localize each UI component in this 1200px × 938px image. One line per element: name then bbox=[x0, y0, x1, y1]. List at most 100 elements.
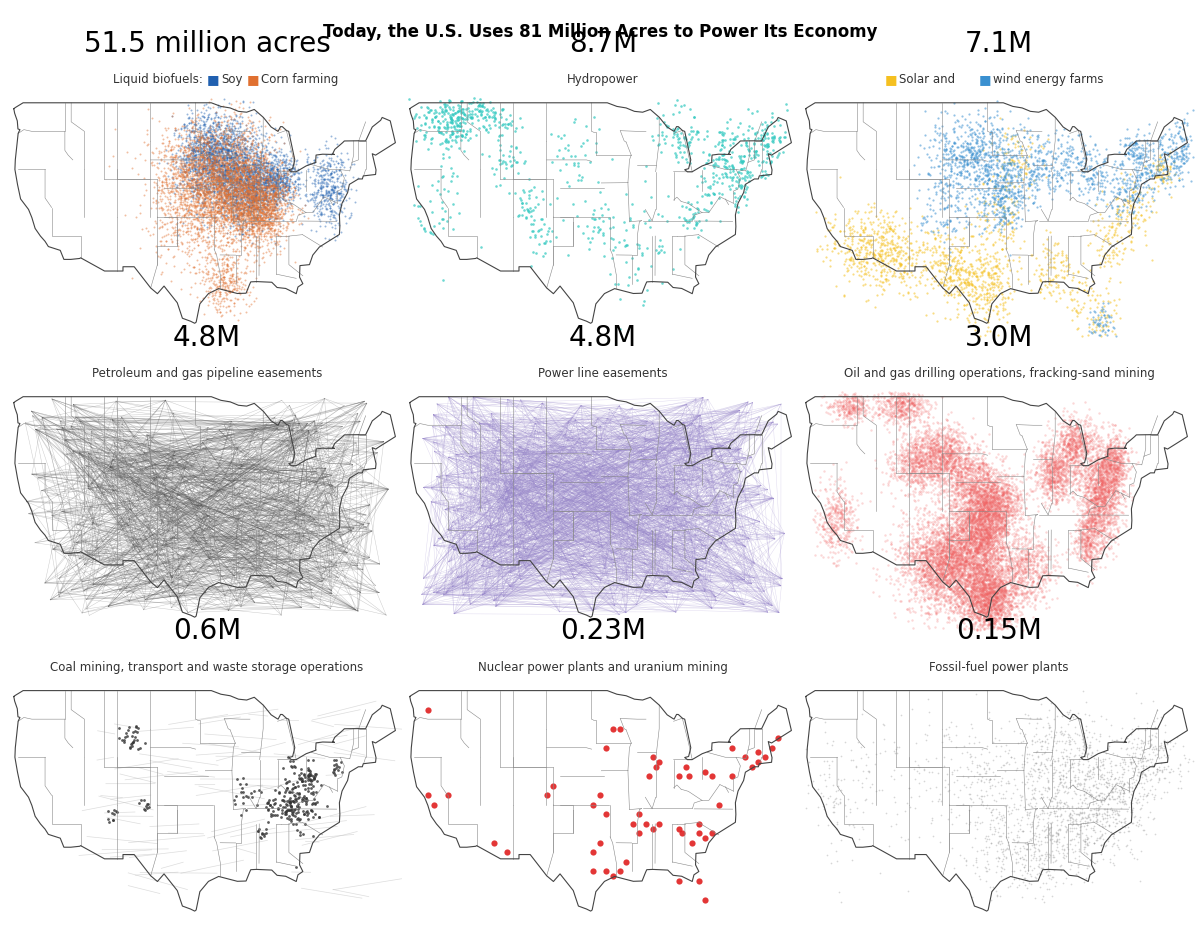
Point bbox=[990, 570, 1009, 585]
Point bbox=[1060, 451, 1079, 466]
Point bbox=[242, 179, 262, 194]
Point bbox=[1076, 791, 1096, 806]
Point bbox=[919, 536, 938, 551]
Point bbox=[923, 586, 942, 601]
Point bbox=[1122, 146, 1141, 161]
Point bbox=[962, 517, 982, 532]
Point bbox=[911, 553, 930, 568]
Point bbox=[906, 449, 925, 464]
Point bbox=[215, 207, 234, 222]
Point bbox=[882, 537, 901, 552]
Point bbox=[827, 515, 846, 530]
Point bbox=[672, 149, 691, 164]
Point bbox=[954, 456, 973, 471]
Point bbox=[256, 224, 275, 239]
Point bbox=[998, 562, 1018, 577]
Point bbox=[947, 477, 966, 492]
Point bbox=[223, 215, 242, 230]
Point bbox=[204, 146, 223, 161]
Point bbox=[848, 399, 868, 414]
Point bbox=[215, 210, 234, 225]
Point bbox=[312, 181, 331, 196]
Point bbox=[1150, 760, 1169, 775]
Point bbox=[215, 172, 234, 187]
Point bbox=[905, 474, 924, 489]
Point bbox=[232, 158, 251, 173]
Point bbox=[983, 522, 1002, 537]
Point bbox=[923, 569, 942, 584]
Point bbox=[978, 585, 997, 600]
Point bbox=[1063, 484, 1082, 499]
Point bbox=[248, 174, 268, 189]
Point bbox=[974, 195, 994, 210]
Point bbox=[200, 144, 220, 159]
Point bbox=[998, 594, 1018, 609]
Point bbox=[240, 178, 259, 193]
Point bbox=[947, 473, 966, 488]
Point bbox=[1056, 483, 1075, 498]
Point bbox=[298, 793, 317, 808]
Point bbox=[222, 209, 241, 224]
Point bbox=[239, 227, 258, 242]
Point bbox=[206, 128, 226, 143]
Point bbox=[703, 186, 722, 201]
Point bbox=[949, 453, 968, 468]
Point bbox=[949, 535, 968, 550]
Point bbox=[211, 271, 230, 286]
Point bbox=[228, 205, 247, 220]
Point bbox=[1075, 432, 1094, 447]
Point bbox=[955, 519, 974, 534]
Point bbox=[221, 160, 240, 175]
Point bbox=[1076, 151, 1096, 166]
Point bbox=[239, 212, 258, 227]
Point bbox=[1118, 431, 1138, 446]
Point bbox=[1049, 466, 1068, 481]
Point bbox=[925, 159, 944, 174]
Point bbox=[184, 149, 203, 164]
Point bbox=[937, 543, 956, 558]
Point bbox=[1090, 512, 1109, 527]
Point bbox=[199, 158, 218, 173]
Point bbox=[1031, 570, 1050, 585]
Point bbox=[181, 143, 200, 158]
Point bbox=[1118, 779, 1138, 794]
Point bbox=[1078, 505, 1097, 520]
Point bbox=[1082, 766, 1102, 781]
Point bbox=[199, 196, 218, 211]
Point bbox=[1042, 462, 1061, 477]
Point bbox=[257, 180, 276, 195]
Point bbox=[835, 228, 854, 243]
Point bbox=[982, 522, 1001, 537]
Point bbox=[614, 233, 634, 248]
Point bbox=[949, 452, 968, 467]
Point bbox=[874, 477, 893, 492]
Point bbox=[931, 603, 950, 618]
Point bbox=[210, 161, 229, 176]
Point bbox=[979, 475, 998, 490]
Point bbox=[965, 465, 984, 480]
Point bbox=[242, 210, 262, 225]
Point bbox=[212, 176, 232, 191]
Point bbox=[942, 595, 961, 610]
Point bbox=[822, 244, 841, 259]
Point bbox=[232, 183, 251, 198]
Point bbox=[325, 193, 344, 208]
Point bbox=[259, 205, 278, 220]
Point bbox=[908, 386, 928, 401]
Point bbox=[1020, 562, 1039, 577]
Point bbox=[936, 130, 955, 145]
Point bbox=[193, 173, 212, 188]
Point bbox=[947, 548, 966, 563]
Point bbox=[983, 534, 1002, 549]
Point bbox=[984, 530, 1003, 545]
Point bbox=[929, 470, 948, 485]
Point bbox=[1127, 773, 1146, 788]
Point bbox=[917, 446, 936, 461]
Point bbox=[1082, 274, 1102, 289]
Point bbox=[244, 186, 263, 201]
Point bbox=[829, 501, 848, 516]
Point bbox=[1099, 829, 1118, 844]
Point bbox=[187, 149, 206, 164]
Point bbox=[899, 250, 918, 265]
Point bbox=[206, 302, 226, 317]
